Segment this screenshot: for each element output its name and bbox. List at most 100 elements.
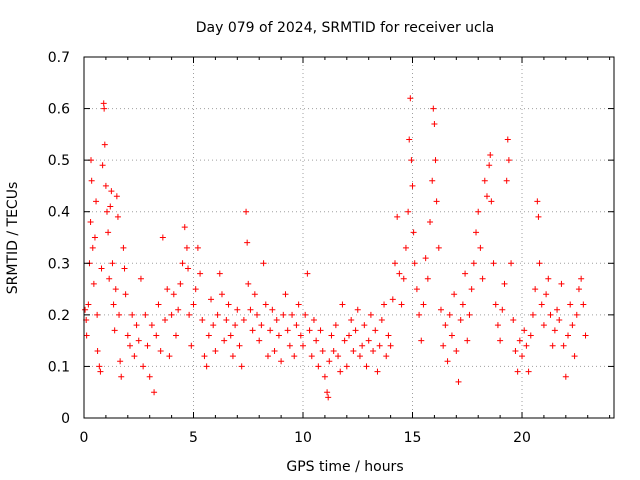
data-point	[258, 322, 265, 329]
data-point	[435, 244, 442, 251]
data-point	[249, 327, 256, 334]
data-point	[122, 291, 129, 298]
data-point	[324, 389, 331, 396]
data-point	[221, 337, 228, 344]
data-point	[214, 311, 221, 318]
data-point	[144, 342, 151, 349]
data-point	[481, 177, 488, 184]
axis-ticks	[83, 56, 614, 419]
data-point	[205, 332, 212, 339]
data-point	[273, 317, 280, 324]
data-point	[251, 291, 258, 298]
y-tick-label: 0.4	[48, 205, 70, 221]
data-point	[391, 260, 398, 267]
data-point	[527, 332, 534, 339]
data-point	[348, 317, 355, 324]
data-point	[225, 301, 232, 308]
data-point	[431, 121, 438, 128]
data-point	[97, 368, 104, 375]
data-point	[361, 322, 368, 329]
data-point	[133, 322, 140, 329]
data-point	[505, 157, 512, 164]
data-point	[177, 280, 184, 287]
data-point	[223, 317, 230, 324]
data-point	[437, 306, 444, 313]
plot-frame	[83, 56, 615, 419]
data-point	[142, 311, 149, 318]
data-point	[179, 260, 186, 267]
data-point	[477, 244, 484, 251]
data-point	[488, 198, 495, 205]
data-point	[280, 311, 287, 318]
data-point	[91, 234, 98, 241]
x-tick-label: 20	[513, 430, 531, 446]
data-point	[346, 332, 352, 339]
data-point	[473, 229, 480, 236]
data-point	[335, 353, 342, 360]
data-point	[310, 317, 317, 324]
data-point	[410, 229, 417, 236]
x-tick-label: 15	[404, 430, 422, 446]
data-point	[262, 301, 269, 308]
data-point	[580, 301, 587, 308]
data-point	[503, 177, 510, 184]
data-point	[111, 327, 118, 334]
data-point	[394, 213, 401, 220]
data-point	[291, 353, 298, 360]
data-point	[538, 301, 545, 308]
data-point	[396, 270, 403, 277]
data-point	[356, 353, 363, 360]
y-tick-label: 0.3	[48, 256, 70, 272]
data-point	[504, 136, 511, 143]
data-point	[185, 265, 192, 272]
y-tick-label: 0.7	[48, 50, 70, 66]
data-point	[260, 260, 267, 267]
data-point	[88, 177, 95, 184]
data-point	[343, 363, 350, 370]
data-point	[551, 327, 558, 334]
data-point	[229, 353, 236, 360]
data-point	[114, 213, 121, 220]
data-point	[433, 198, 440, 205]
data-point	[325, 394, 332, 401]
data-point	[286, 342, 293, 349]
data-point	[227, 332, 234, 339]
data-point	[510, 317, 517, 324]
data-point	[284, 327, 291, 334]
data-point	[326, 358, 333, 365]
data-point	[328, 332, 335, 339]
data-point	[562, 373, 569, 380]
data-point	[93, 198, 100, 205]
data-point	[89, 244, 96, 251]
data-point	[244, 239, 251, 246]
data-point	[101, 105, 108, 112]
data-point	[565, 332, 572, 339]
data-point	[90, 280, 97, 287]
data-point	[376, 342, 383, 349]
data-point	[172, 332, 179, 339]
data-point	[98, 265, 105, 272]
data-point	[352, 327, 359, 334]
data-point	[289, 311, 296, 318]
data-point	[194, 244, 201, 251]
data-point	[275, 332, 282, 339]
data-point	[232, 322, 239, 329]
data-point	[501, 280, 508, 287]
data-point	[455, 378, 462, 385]
data-point	[148, 322, 155, 329]
data-point	[103, 208, 110, 215]
data-point	[82, 306, 89, 313]
data-point	[315, 363, 322, 370]
data-point	[308, 353, 315, 360]
chart-title: Day 079 of 2024, SRMTID for receiver ucl…	[196, 20, 494, 36]
data-point	[521, 327, 528, 334]
y-tick-label: 0.2	[48, 308, 70, 324]
data-point	[442, 322, 449, 329]
data-point	[267, 327, 274, 334]
data-point	[448, 332, 455, 339]
data-point	[385, 332, 392, 339]
data-point	[201, 353, 208, 360]
data-point	[218, 291, 225, 298]
data-point	[188, 342, 195, 349]
